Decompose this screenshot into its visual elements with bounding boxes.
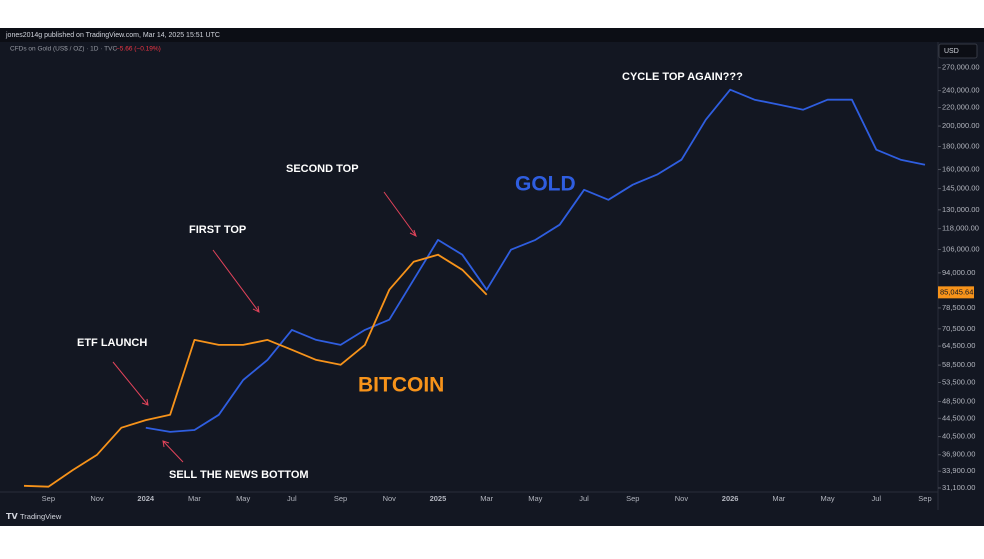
currency-box bbox=[938, 43, 978, 59]
panel bbox=[0, 28, 984, 526]
y-tick-label: 53,500.00 bbox=[942, 377, 975, 386]
y-tick-label: 180,000.00 bbox=[942, 142, 980, 151]
y-tick-label: 33,900.00 bbox=[942, 466, 975, 475]
series-line bbox=[145, 88, 926, 433]
y-tick-label: 240,000.00 bbox=[942, 86, 980, 95]
x-tick-label: 2026 bbox=[722, 494, 739, 503]
footer: TradingView bbox=[20, 512, 62, 521]
series-line bbox=[23, 253, 488, 488]
price-badge bbox=[938, 286, 974, 299]
annotation: CYCLE TOP AGAIN??? bbox=[622, 71, 743, 83]
x-tick-label: Sep bbox=[42, 494, 55, 503]
y-tick-label: 36,900.00 bbox=[942, 450, 975, 459]
y-tick-label: 78,500.00 bbox=[942, 303, 975, 312]
y-tick-label: 106,000.00 bbox=[942, 245, 980, 254]
arrow bbox=[383, 191, 417, 237]
y-tick-label: 48,500.00 bbox=[942, 397, 975, 406]
annotation: FIRST TOP bbox=[189, 224, 246, 236]
y-tick-label: 40,500.00 bbox=[942, 432, 975, 441]
x-tick-label: Sep bbox=[918, 494, 931, 503]
x-tick-label: Jul bbox=[579, 494, 589, 503]
x-tick-label: May bbox=[236, 494, 250, 503]
footer-logo: 𝗧𝗩 bbox=[6, 512, 18, 521]
arrow bbox=[162, 440, 184, 463]
legend-entry: BITCOIN bbox=[358, 374, 444, 397]
y-tick-label: 130,000.00 bbox=[942, 205, 980, 214]
annotation: ETF LAUNCH bbox=[77, 337, 147, 349]
legend-entry: GOLD bbox=[515, 173, 576, 196]
y-tick-label: 270,000.00 bbox=[942, 63, 980, 72]
y-tick-label: 31,100.00 bbox=[942, 483, 975, 492]
x-tick-label: Sep bbox=[334, 494, 347, 503]
x-tick-label: Nov bbox=[383, 494, 397, 503]
y-tick-label: 220,000.00 bbox=[942, 103, 980, 112]
footer-bar bbox=[0, 510, 984, 526]
x-tick-label: 2025 bbox=[430, 494, 447, 503]
arrow bbox=[112, 361, 149, 406]
x-tick-label: Nov bbox=[675, 494, 689, 503]
x-tick-label: Mar bbox=[188, 494, 201, 503]
y-tick-label: 58,500.00 bbox=[942, 360, 975, 369]
price-badge-label: 85,045.64 bbox=[940, 287, 973, 296]
annotation: SELL THE NEWS BOTTOM bbox=[169, 469, 309, 481]
symbol: CFDs on Gold (US$ / OZ) · 1D · TVC bbox=[10, 46, 117, 53]
annotation: SECOND TOP bbox=[286, 163, 359, 175]
y-tick-label: 64,500.00 bbox=[942, 341, 975, 350]
y-tick-label: 70,500.00 bbox=[942, 324, 975, 333]
x-tick-label: May bbox=[820, 494, 834, 503]
y-tick-label: 118,000.00 bbox=[942, 224, 979, 233]
y-tick-label: 94,000.00 bbox=[942, 268, 975, 277]
y-tick-label: 200,000.00 bbox=[942, 121, 980, 130]
change: −5.66 (−0.19%) bbox=[116, 46, 161, 53]
header: jones2014g published on TradingView.com,… bbox=[5, 32, 220, 39]
x-tick-label: 2024 bbox=[137, 494, 155, 503]
y-tick-label: 145,000.00 bbox=[942, 184, 980, 193]
currency: USD bbox=[944, 48, 959, 55]
x-tick-label: Nov bbox=[90, 494, 104, 503]
x-tick-label: Mar bbox=[480, 494, 493, 503]
x-tick-label: Sep bbox=[626, 494, 639, 503]
x-tick-label: Jul bbox=[871, 494, 881, 503]
x-tick-label: Jul bbox=[287, 494, 297, 503]
header-bar bbox=[0, 28, 984, 42]
y-tick-label: 44,500.00 bbox=[942, 413, 975, 422]
arrow bbox=[212, 249, 260, 313]
x-tick-label: May bbox=[528, 494, 542, 503]
x-tick-label: Mar bbox=[772, 494, 785, 503]
y-tick-label: 160,000.00 bbox=[942, 164, 980, 173]
